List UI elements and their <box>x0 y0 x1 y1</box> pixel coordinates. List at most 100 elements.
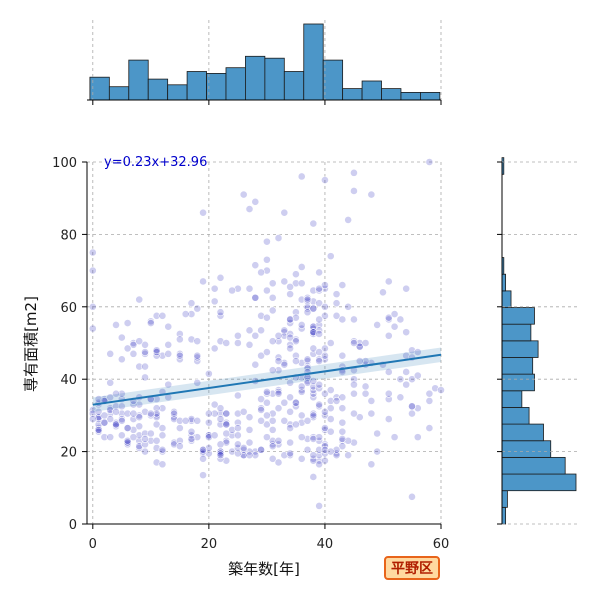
scatter-point <box>315 286 324 295</box>
scatter-point <box>228 431 236 440</box>
scatter-point <box>292 279 300 288</box>
scatter-point <box>268 416 277 425</box>
scatter-point <box>297 279 306 288</box>
regression-line <box>92 353 442 406</box>
y-hist-bar <box>501 290 512 308</box>
scatter-point <box>216 409 225 418</box>
scatter-point <box>245 438 254 447</box>
scatter-point <box>286 393 295 402</box>
x-tick-label: 0 <box>89 537 97 552</box>
scatter-point <box>210 344 219 353</box>
x-hist-bar <box>206 73 227 101</box>
scatter-point <box>199 447 207 456</box>
scatter-point <box>257 404 265 413</box>
scatter-point <box>251 197 260 206</box>
scatter-point <box>146 319 155 327</box>
scatter-point <box>373 447 382 456</box>
scatter-point <box>413 371 422 380</box>
scatter-point <box>268 442 277 451</box>
scatter-point <box>355 413 364 422</box>
scatter-point <box>425 389 434 398</box>
scatter-point <box>332 290 341 299</box>
scatter-point <box>210 431 219 440</box>
scatter-point <box>233 391 242 400</box>
scatter-point <box>402 368 411 376</box>
scatter-point <box>245 425 254 434</box>
scatter-point <box>390 310 399 318</box>
scatter-point <box>210 284 219 293</box>
scatter-point <box>309 411 318 420</box>
scatter-point <box>123 438 132 447</box>
scatter-point <box>193 416 202 425</box>
scatter-point <box>129 340 138 349</box>
scatter-point <box>204 431 213 440</box>
scatter-point <box>315 315 324 324</box>
scatter-point <box>222 418 231 427</box>
scatter-point <box>106 415 115 423</box>
scatter-point <box>280 326 289 335</box>
scatter-point <box>263 255 271 264</box>
scatter-point <box>413 433 422 442</box>
scatter-point <box>233 284 242 293</box>
scatter-point <box>222 456 231 465</box>
x-tick-label: 60 <box>433 537 450 552</box>
scatter-point <box>170 409 178 418</box>
scatter-point <box>193 353 202 362</box>
scatter-point <box>257 311 265 320</box>
scatter-point <box>297 411 306 420</box>
scatter-point <box>181 416 190 425</box>
scatter-point <box>390 322 399 331</box>
y-hist-bar <box>501 490 508 508</box>
scatter-point <box>384 313 393 322</box>
scatter-point <box>175 436 184 445</box>
scatter-point <box>245 451 254 460</box>
scatter-point <box>146 436 155 445</box>
scatter-point <box>315 299 324 308</box>
scatter-point <box>326 404 335 413</box>
y-tick-label: 0 <box>69 518 77 533</box>
scatter-point <box>129 433 138 442</box>
scatter-point <box>141 429 149 438</box>
scatter-point <box>123 409 132 418</box>
scatter-point <box>408 402 416 411</box>
scatter-point <box>106 378 115 387</box>
scatter-point <box>268 337 277 346</box>
scatter-point <box>245 340 254 349</box>
scatter-point <box>292 337 300 346</box>
scatter-point <box>199 208 207 217</box>
scatter-point <box>309 382 318 391</box>
scatter-point <box>379 288 387 297</box>
y-marginal-histogram <box>501 157 577 525</box>
scatter-point <box>373 429 382 438</box>
scatter-point <box>204 449 213 458</box>
scatter-point <box>170 438 178 447</box>
scatter-point <box>344 216 353 224</box>
x-axis-label: 築年数[年] <box>228 560 300 578</box>
scatter-point <box>263 237 271 246</box>
scatter-point <box>233 431 242 440</box>
scatter-point <box>135 362 144 371</box>
scatter-point <box>263 420 271 429</box>
scatter-point <box>245 205 254 213</box>
scatter-point <box>245 326 254 335</box>
scatter-point <box>187 435 196 443</box>
scatter-point <box>297 359 306 367</box>
scatter-point <box>257 395 265 404</box>
scatter-point <box>292 313 300 322</box>
scatter-point <box>274 234 283 242</box>
scatter-point <box>384 395 393 404</box>
x-hist-bar <box>167 84 188 101</box>
x-hist-bar <box>108 86 130 101</box>
scatter-point <box>338 404 347 413</box>
scatter-point <box>88 324 97 333</box>
scatter-point <box>222 438 231 447</box>
scatter-point <box>315 445 324 454</box>
scatter-point <box>152 436 161 445</box>
scatter-point <box>158 445 167 454</box>
scatter-point <box>292 420 300 429</box>
scatter-point <box>88 415 97 423</box>
x-hist-bar <box>147 78 169 101</box>
scatter-point <box>210 409 219 418</box>
y-hist-bar <box>501 273 507 292</box>
scatter-point <box>170 440 178 449</box>
